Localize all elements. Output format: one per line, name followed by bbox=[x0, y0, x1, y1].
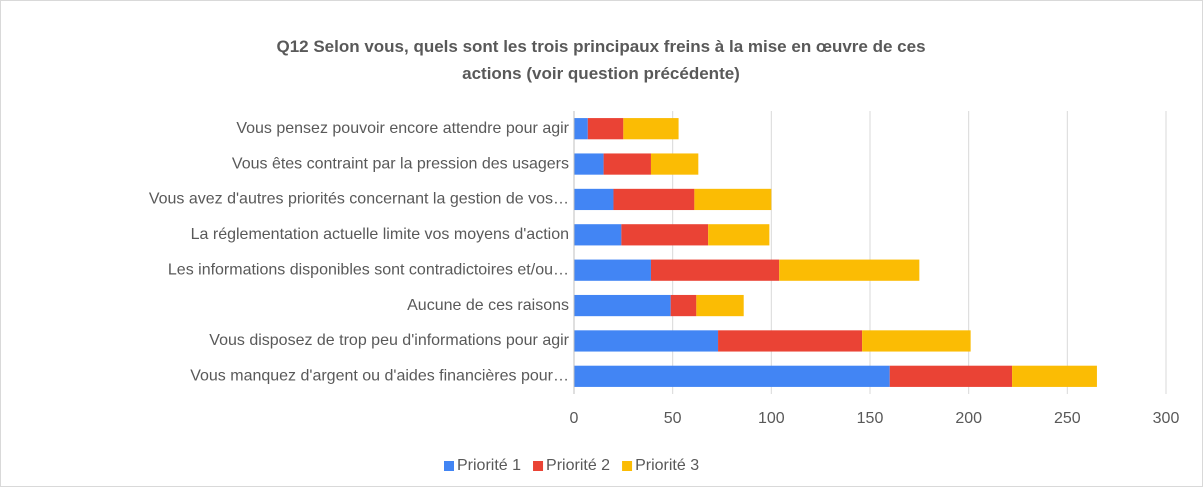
bar-segment bbox=[889, 365, 1013, 387]
bar-segment bbox=[574, 224, 622, 246]
x-tick-label: 100 bbox=[758, 410, 785, 427]
chart-title: Q12 Selon vous, quels sont les trois pri… bbox=[276, 37, 926, 83]
x-tick-label: 200 bbox=[955, 410, 982, 427]
y-tick-label: Les informations disponibles sont contra… bbox=[168, 261, 569, 278]
bar-segment bbox=[574, 294, 671, 317]
x-tick-label: 150 bbox=[857, 410, 884, 427]
bar-segment bbox=[621, 224, 709, 246]
bar-segment bbox=[574, 188, 614, 211]
y-tick-label: Vous êtes contraint par la pression des … bbox=[232, 155, 569, 172]
bar-segment bbox=[603, 153, 651, 175]
bar-segment bbox=[574, 153, 604, 175]
bar-segment bbox=[1012, 365, 1097, 387]
y-tick-label: La réglementation actuelle limite vos mo… bbox=[191, 226, 569, 243]
bar-segment bbox=[862, 330, 971, 352]
bar-segment bbox=[670, 294, 697, 317]
legend-label: Priorité 1 bbox=[457, 457, 521, 474]
legend-label: Priorité 2 bbox=[546, 457, 610, 474]
bar-segment bbox=[574, 330, 719, 352]
bar-segment bbox=[574, 365, 890, 387]
legend-swatch bbox=[444, 461, 454, 471]
bar-segment bbox=[574, 118, 588, 140]
bar-segment bbox=[574, 259, 651, 281]
bar-segment bbox=[587, 118, 624, 140]
y-tick-label: Aucune de ces raisons bbox=[407, 297, 569, 314]
legend-swatch bbox=[622, 461, 633, 471]
x-tick-label: 300 bbox=[1153, 410, 1180, 427]
x-tick-label: 50 bbox=[664, 410, 682, 427]
bar-segment bbox=[623, 118, 679, 140]
bar-segment bbox=[696, 294, 744, 317]
x-tick-label: 250 bbox=[1054, 410, 1081, 427]
y-tick-label: Vous pensez pouvoir encore attendre pour… bbox=[236, 120, 569, 137]
bar-segment bbox=[694, 188, 772, 211]
bar-segment bbox=[718, 330, 863, 352]
bar-segment bbox=[779, 259, 920, 281]
x-tick-label: 0 bbox=[570, 410, 579, 427]
y-tick-label: Vous manquez d'argent ou d'aides financi… bbox=[190, 368, 569, 385]
y-tick-label: Vous avez d'autres priorités concernant … bbox=[149, 191, 569, 208]
bar-segment bbox=[650, 153, 699, 175]
y-tick-label: Vous disposez de trop peu d'informations… bbox=[209, 332, 569, 349]
bar-segment bbox=[613, 188, 695, 211]
legend-label: Priorité 3 bbox=[635, 457, 699, 474]
bar-segment bbox=[708, 224, 770, 246]
legend-swatch bbox=[533, 461, 544, 471]
bar-segment bbox=[650, 259, 780, 281]
